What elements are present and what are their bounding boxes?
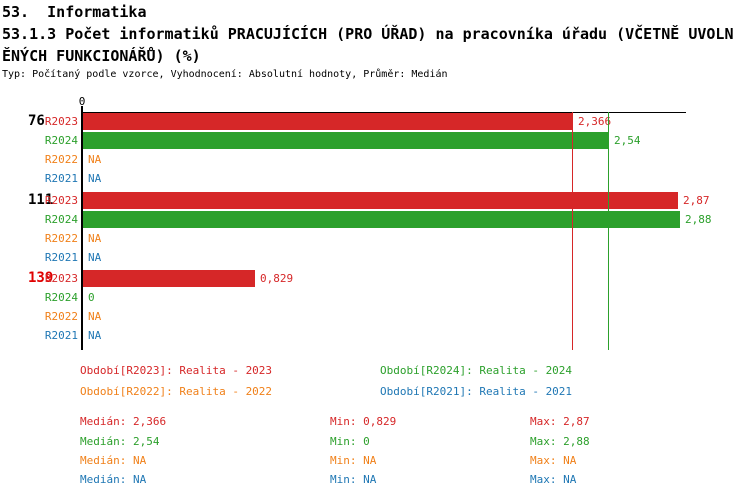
value-label: 2,87 <box>683 194 710 207</box>
x-axis-top-line <box>81 112 686 113</box>
series-label: R2022 <box>44 232 78 245</box>
legend-item-r2021: Období[R2021]: Realita - 2021 <box>380 385 573 398</box>
value-label: 2,88 <box>685 213 712 226</box>
chart-row: R2022 NA <box>0 150 750 169</box>
series-label: R2024 <box>44 213 78 226</box>
stat-median: Medián: NA <box>80 473 147 486</box>
chart-row: R2021 NA <box>0 169 750 188</box>
median-line-r2024 <box>608 112 609 350</box>
stat-max: Max: 2,87 <box>530 415 590 428</box>
chart-row: 139 R2023 0,829 <box>0 269 750 288</box>
legend-item-r2023: Období[R2023]: Realita - 2023 <box>80 364 273 377</box>
value-label: 2,366 <box>578 115 612 128</box>
bar-r2024 <box>83 211 680 228</box>
chart-row: 111 R2023 2,87 <box>0 191 750 210</box>
value-label: NA <box>88 172 102 185</box>
series-label: R2022 <box>44 153 78 166</box>
chart-row: R2024 0 <box>0 288 750 307</box>
bar-r2023 <box>83 192 678 209</box>
series-label: R2021 <box>44 172 78 185</box>
value-label: NA <box>88 251 102 264</box>
stats-row-r2021: Medián: NA Min: NA Max: NA <box>80 472 740 488</box>
legend-item-r2022: Období[R2022]: Realita - 2022 <box>80 385 273 398</box>
stat-median: Medián: 2,54 <box>80 435 160 448</box>
stats-row-r2023: Medián: 2,366 Min: 0,829 Max: 2,87 <box>80 414 740 430</box>
stats-row-r2022: Medián: NA Min: NA Max: NA <box>80 453 740 469</box>
chart-title-line-1: 53.1.3 Počet informatiků PRACUJÍCÍCH (PR… <box>2 25 734 43</box>
value-label: NA <box>88 329 102 342</box>
bar-r2023 <box>83 270 255 287</box>
value-label: NA <box>88 232 102 245</box>
series-label: R2021 <box>44 251 78 264</box>
stat-median: Medián: NA <box>80 454 147 467</box>
stats-row-r2024: Medián: 2,54 Min: 0 Max: 2,88 <box>80 434 740 450</box>
stat-min: Min: NA <box>330 473 377 486</box>
stat-min: Min: 0 <box>330 435 370 448</box>
page-title: 53. Informatika <box>2 3 147 21</box>
stat-max: Max: NA <box>530 454 577 467</box>
chart-row: R2024 2,54 <box>0 131 750 150</box>
bar-chart: 0 76 R2023 2,366 R2024 2,54 R2022 NA R2021 NA 111… <box>0 95 750 350</box>
value-label: 2,54 <box>614 134 641 147</box>
group-label: 111 <box>28 192 54 208</box>
stat-min: Min: NA <box>330 454 377 467</box>
chart-meta: Typ: Počítaný podle vzorce, Vyhodnocení:… <box>2 69 448 80</box>
median-line-r2023 <box>572 112 573 350</box>
stats-panel: Medián: 2,366 Min: 0,829 Max: 2,87 Mediá… <box>80 414 740 494</box>
stat-max: Max: NA <box>530 473 577 486</box>
series-label: R2022 <box>44 310 78 323</box>
stat-median: Medián: 2,366 <box>80 415 167 428</box>
series-label: R2023 <box>44 194 78 207</box>
chart-row: 76 R2023 2,366 <box>0 112 750 131</box>
legend-item-r2024: Období[R2024]: Realita - 2024 <box>380 364 573 377</box>
y-axis-line <box>81 106 83 350</box>
value-label: NA <box>88 310 102 323</box>
value-label: 0 <box>88 291 95 304</box>
series-label: R2024 <box>44 291 78 304</box>
chart-row: R2022 NA <box>0 307 750 326</box>
chart-row: R2021 NA <box>0 326 750 345</box>
chart-title-line-2: ĚNÝCH FUNKCIONÁŘŮ) (%) <box>2 47 201 65</box>
stat-max: Max: 2,88 <box>530 435 590 448</box>
series-label: R2021 <box>44 329 78 342</box>
series-label: R2024 <box>44 134 78 147</box>
value-label: NA <box>88 153 102 166</box>
value-label: 0,829 <box>260 272 294 285</box>
series-label: R2023 <box>44 272 78 285</box>
legend: Období[R2023]: Realita - 2023 Období[R20… <box>80 363 740 403</box>
chart-row: R2022 NA <box>0 229 750 248</box>
stat-min: Min: 0,829 <box>330 415 397 428</box>
chart-row: R2024 2,88 <box>0 210 750 229</box>
chart-row: R2021 NA <box>0 248 750 267</box>
group-label: 76 <box>28 113 45 129</box>
bar-r2023 <box>83 113 573 130</box>
bar-r2024 <box>83 132 609 149</box>
group-label: 139 <box>28 270 54 286</box>
series-label: R2023 <box>44 115 78 128</box>
axis-origin-tick: 0 <box>78 95 86 108</box>
